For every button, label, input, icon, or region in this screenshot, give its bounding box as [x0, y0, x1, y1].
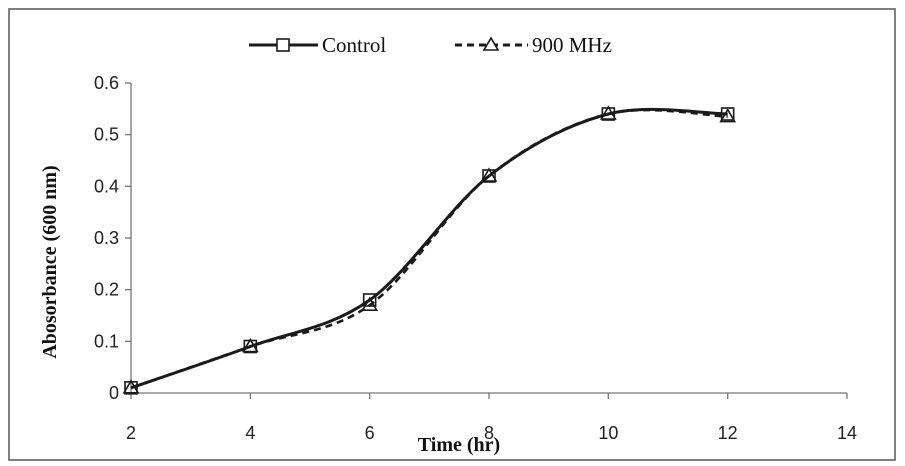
y-axis-title: Abosorbance (600 nm)	[39, 165, 61, 358]
data-point-900-mhz	[361, 296, 379, 311]
x-tick-label: 4	[245, 423, 255, 443]
series-line-900-mhz	[130, 108, 728, 390]
data-point-900-mhz	[122, 379, 140, 394]
legend-label-900mhz: 900 MHz	[532, 33, 612, 57]
legend-marker-control	[276, 38, 290, 52]
series-line-control	[130, 107, 728, 390]
x-axis-ticks: 2 4 6 8 10 12 14	[126, 393, 857, 443]
y-tick-label: 0.4	[94, 176, 119, 196]
y-tick-label: 0.6	[94, 73, 119, 93]
x-tick-label: 14	[837, 423, 857, 443]
y-tick-label: 0.1	[94, 331, 119, 351]
y-tick-label: 0	[109, 383, 119, 403]
legend-label-control: Control	[322, 33, 386, 57]
data-point-900-mhz	[480, 167, 498, 182]
x-tick-label: 8	[484, 423, 494, 443]
y-axis-ticks: 0 0.1 0.2 0.3 0.4 0.5 0.6	[94, 73, 131, 403]
data-point-control	[362, 293, 377, 307]
x-tick-label: 10	[598, 423, 618, 443]
y-tick-label: 0.5	[94, 125, 119, 145]
x-tick-label: 2	[126, 423, 136, 443]
x-tick-label: 12	[718, 423, 738, 443]
chart-border	[8, 8, 896, 461]
x-axis-title: Time (hr)	[418, 434, 500, 456]
x-tick-label: 6	[365, 423, 375, 443]
legend: Control 900 MHz	[249, 33, 612, 57]
y-tick-label: 0.2	[94, 280, 119, 300]
series-layer	[122, 105, 737, 395]
data-point-900-mhz	[719, 107, 737, 123]
data-point-900-mhz	[599, 105, 617, 120]
legend-marker-900mhz	[482, 36, 500, 51]
y-tick-label: 0.3	[94, 228, 119, 248]
data-point-900-mhz	[241, 337, 259, 353]
